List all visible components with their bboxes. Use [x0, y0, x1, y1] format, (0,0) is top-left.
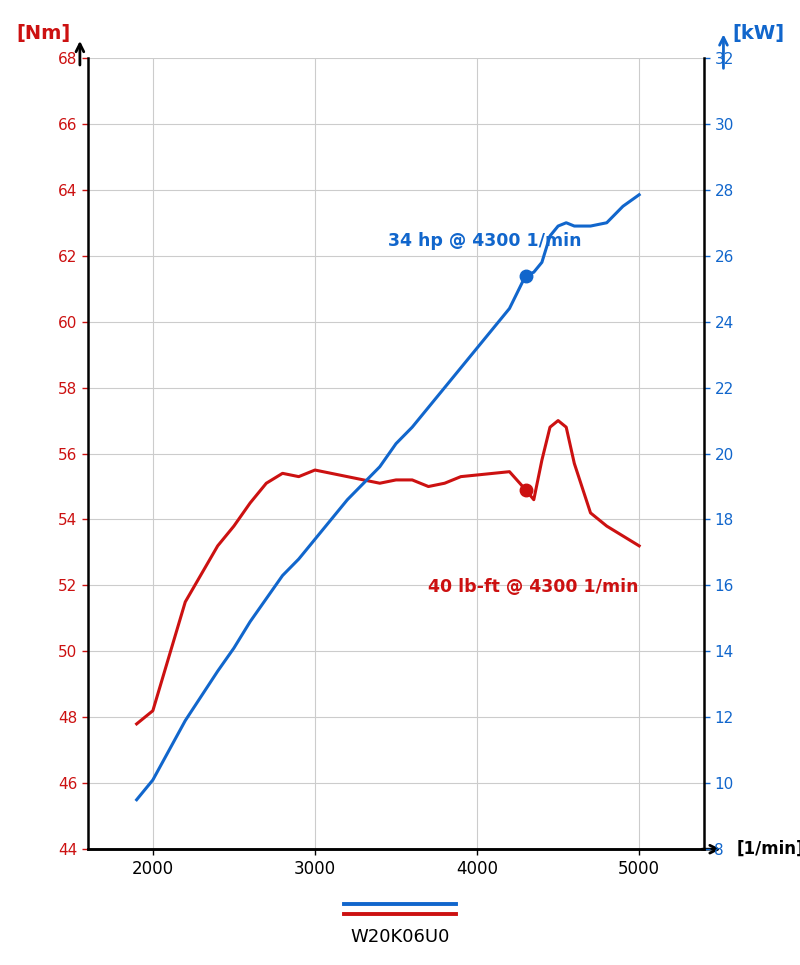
- Text: [Nm]: [Nm]: [16, 24, 70, 43]
- Text: [1/min]: [1/min]: [737, 841, 800, 858]
- Text: 40 lb-ft @ 4300 1/min: 40 lb-ft @ 4300 1/min: [429, 578, 639, 596]
- Text: 34 hp @ 4300 1/min: 34 hp @ 4300 1/min: [388, 232, 582, 250]
- Text: W20K06U0: W20K06U0: [350, 928, 450, 947]
- Text: [kW]: [kW]: [732, 24, 784, 43]
